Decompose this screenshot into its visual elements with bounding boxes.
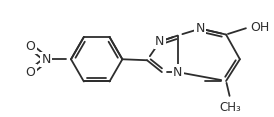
Text: N: N [196, 22, 205, 35]
Text: N: N [155, 35, 165, 48]
Text: O: O [25, 66, 35, 79]
Text: O: O [25, 40, 35, 53]
Text: N: N [42, 53, 51, 66]
Text: N: N [173, 66, 182, 79]
Text: CH₃: CH₃ [219, 101, 241, 114]
Text: OH: OH [250, 21, 269, 34]
